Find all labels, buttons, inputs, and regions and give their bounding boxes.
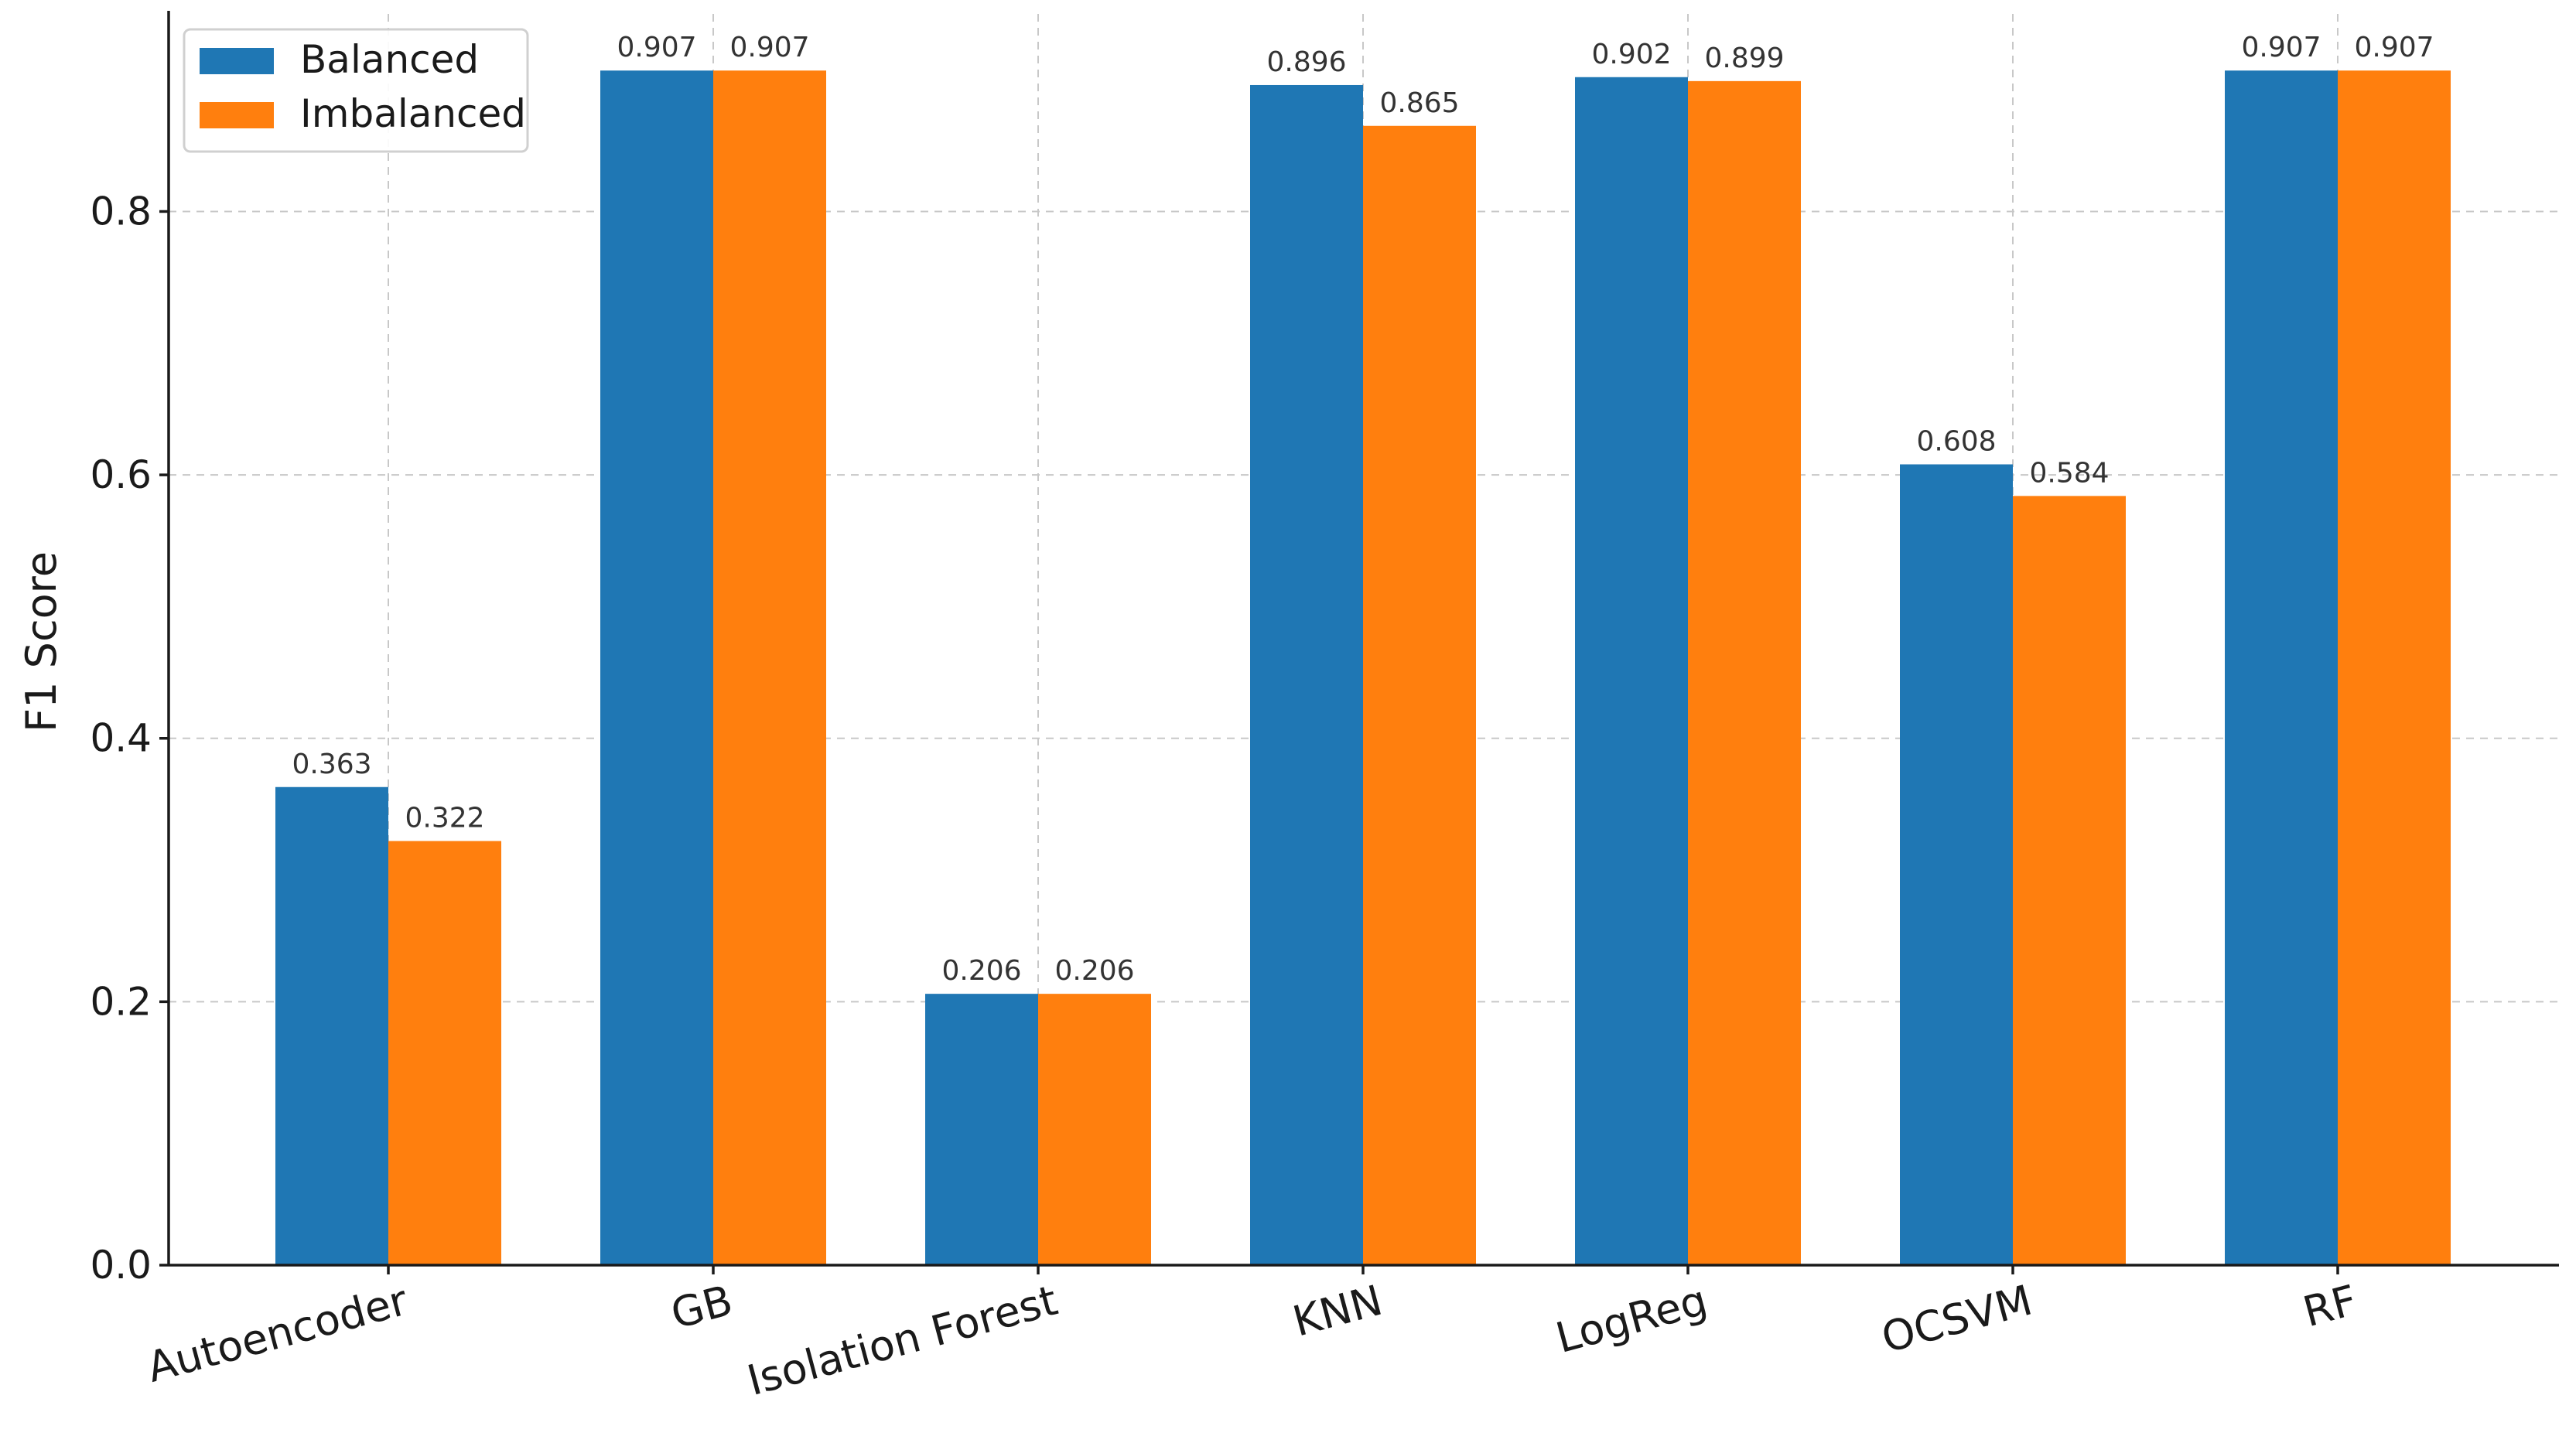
legend-label-balanced: Balanced — [300, 37, 479, 82]
value-label-balanced: 0.608 — [1916, 425, 1996, 457]
value-labels-layer: 0.363 0.907 0.206 0.896 0.902 0.608 0.907 0.322… — [292, 32, 2434, 987]
value-label-imbalanced: 0.899 — [1704, 43, 1784, 74]
legend-swatch-imbalanced — [200, 102, 274, 128]
value-label-imbalanced: 0.322 — [405, 803, 484, 834]
bar-balanced — [1575, 77, 1688, 1265]
value-label-imbalanced: 0.907 — [729, 32, 809, 63]
y-axis-title: F1 Score — [17, 551, 66, 732]
legend: Balanced Imbalanced — [183, 28, 529, 153]
x-tick-label: LogReg — [1551, 1276, 1713, 1363]
value-label-balanced: 0.206 — [941, 955, 1021, 987]
bars-layer — [275, 70, 2451, 1265]
bar-balanced — [1900, 464, 2013, 1265]
x-tick-label: KNN — [1288, 1276, 1388, 1346]
x-tick-label: RF — [2298, 1276, 2362, 1337]
bar-imbalanced — [388, 841, 501, 1265]
y-tick-label: 0.8 — [90, 189, 152, 234]
value-label-balanced: 0.902 — [1591, 39, 1671, 70]
bar-balanced — [275, 786, 388, 1265]
bar-balanced — [925, 994, 1038, 1265]
bar-balanced — [1250, 84, 1363, 1265]
bar-balanced — [600, 70, 713, 1265]
x-tick-label: OCSVM — [1877, 1276, 2038, 1363]
x-tick-label: Autoencoder — [142, 1276, 414, 1392]
value-label-imbalanced: 0.584 — [2029, 457, 2109, 489]
value-label-imbalanced: 0.865 — [1379, 87, 1459, 119]
bar-imbalanced — [1038, 994, 1151, 1265]
bar-balanced — [2225, 70, 2338, 1265]
x-tick-label: GB — [666, 1276, 738, 1339]
value-label-balanced: 0.907 — [2241, 32, 2321, 63]
value-label-imbalanced: 0.907 — [2354, 32, 2434, 63]
bar-imbalanced — [1688, 80, 1801, 1265]
y-tick-label: 0.0 — [90, 1243, 152, 1288]
y-tick-label: 0.6 — [90, 452, 152, 497]
bar-imbalanced — [2338, 70, 2451, 1265]
value-label-imbalanced: 0.206 — [1054, 955, 1134, 987]
y-tick-label: 0.2 — [90, 979, 152, 1024]
legend-label-imbalanced: Imbalanced — [300, 91, 526, 136]
bar-imbalanced — [2013, 496, 2126, 1265]
value-label-balanced: 0.907 — [617, 32, 696, 63]
bar-imbalanced — [1363, 125, 1476, 1265]
y-tick-label: 0.4 — [90, 716, 152, 761]
legend-swatch-balanced — [200, 48, 274, 74]
value-label-balanced: 0.363 — [292, 749, 371, 780]
bar-imbalanced — [713, 70, 826, 1265]
grid-layer — [169, 14, 2559, 1265]
value-label-balanced: 0.896 — [1266, 46, 1346, 78]
x-tick-label: Isolation Forest — [743, 1276, 1063, 1405]
